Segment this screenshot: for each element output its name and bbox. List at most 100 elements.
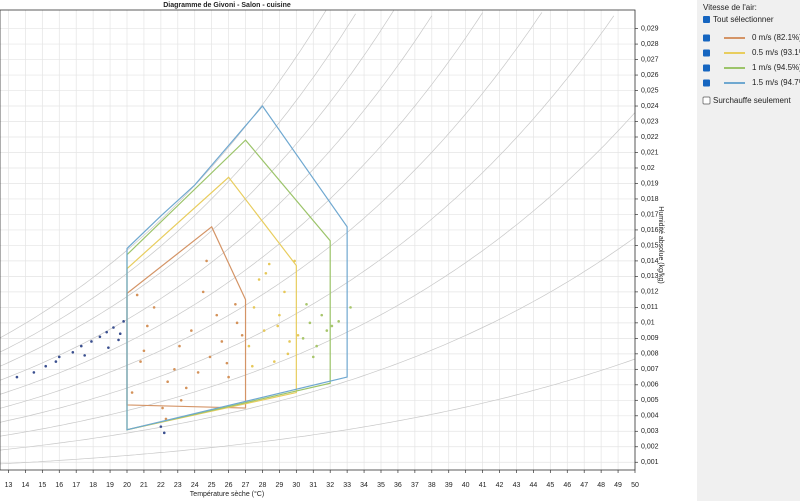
point [57, 355, 61, 359]
panel-heading: Vitesse de l'air: [703, 3, 757, 12]
point [190, 329, 193, 332]
side-panel [697, 0, 800, 501]
point [44, 364, 48, 368]
point [139, 360, 142, 363]
x-tick-label: 29 [276, 482, 284, 489]
point [276, 324, 280, 328]
point [117, 338, 120, 342]
x-tick-label: 33 [343, 482, 351, 489]
point [262, 329, 266, 332]
point [278, 313, 281, 317]
point [173, 368, 176, 371]
y-tick-label: 0,007 [641, 366, 659, 373]
x-tick-label: 37 [411, 482, 419, 489]
point [220, 340, 224, 343]
x-tick-label: 30 [292, 482, 300, 489]
y-tick-label: 0,025 [641, 87, 659, 94]
x-tick-label: 13 [5, 482, 13, 489]
x-tick-label: 31 [309, 482, 317, 489]
checkbox[interactable] [703, 49, 710, 57]
checkbox[interactable] [703, 79, 710, 87]
y-tick-label: 0,027 [641, 56, 659, 63]
point [267, 262, 271, 266]
checkbox[interactable] [703, 64, 710, 72]
point [215, 313, 219, 317]
y-tick-label: 0,006 [641, 382, 659, 389]
rh-curve [0, 237, 636, 451]
point [159, 425, 163, 428]
point [225, 361, 229, 365]
x-tick-label: 42 [496, 482, 504, 489]
x-tick-label: 47 [580, 482, 588, 489]
rh-curve [0, 13, 356, 353]
point [83, 354, 86, 357]
point [184, 386, 188, 390]
point [257, 278, 261, 281]
point [98, 335, 102, 339]
point [201, 290, 205, 294]
rh-curve [0, 12, 543, 409]
point [105, 330, 108, 334]
checkbox[interactable] [703, 16, 710, 23]
point [320, 313, 324, 317]
legend-label[interactable]: 0.5 m/s (93.1%) [752, 48, 800, 57]
x-tick-label: 41 [479, 482, 487, 489]
point [305, 302, 308, 306]
y-tick-label: 0,023 [641, 118, 659, 125]
checkbox[interactable] [702, 96, 711, 105]
point [235, 321, 239, 325]
legend-label[interactable]: 1.5 m/s (94.7%) [752, 78, 800, 87]
point [152, 306, 156, 309]
x-tick-label: 40 [462, 482, 470, 489]
point [164, 417, 168, 421]
point [142, 349, 146, 353]
y-tick-label: 0,02 [641, 165, 655, 172]
point [90, 340, 93, 343]
point [79, 344, 83, 348]
x-axis-label: Température sèche (°C) [190, 490, 264, 498]
y-tick-label: 0,014 [641, 258, 659, 265]
x-tick-label: 26 [225, 482, 233, 489]
y-tick-label: 0,013 [641, 273, 659, 280]
rh-curve [0, 358, 636, 465]
y-tick-label: 0,008 [641, 351, 659, 358]
y-tick-label: 0,022 [641, 134, 659, 141]
select-all[interactable]: Tout sélectionner [713, 15, 774, 24]
y-tick-label: 0,024 [641, 103, 659, 110]
x-tick-label: 36 [394, 482, 402, 489]
chart-title: Diagramme de Givoni - Salon - cuisine [163, 2, 291, 9]
x-tick-label: 24 [191, 482, 199, 489]
y-tick-label: 0,009 [641, 335, 659, 342]
point [166, 380, 169, 384]
point [240, 333, 244, 337]
y-tick-label: 0,028 [641, 41, 659, 48]
x-tick-label: 15 [38, 482, 46, 489]
x-tick-label: 16 [55, 482, 63, 489]
rh-curve [0, 15, 615, 423]
y-tick-label: 0,026 [641, 72, 659, 79]
overheat-only[interactable]: Surchauffe seulement [713, 96, 791, 105]
x-tick-label: 25 [208, 482, 216, 489]
point [325, 329, 329, 332]
rh-curve [0, 10, 394, 367]
point [135, 293, 139, 297]
x-tick-label: 46 [563, 482, 571, 489]
x-tick-label: 19 [106, 482, 114, 489]
y-tick-label: 0,005 [641, 397, 659, 404]
legend-label[interactable]: 0 m/s (82.1%) [752, 33, 800, 42]
x-tick-label: 23 [174, 482, 182, 489]
checkbox[interactable] [703, 34, 710, 42]
y-tick-label: 0,004 [641, 413, 659, 420]
y-tick-label: 0,021 [641, 149, 659, 156]
x-tick-label: 45 [546, 482, 554, 489]
y-axis-label: Humidité absolue (kg/kg) [657, 206, 664, 283]
x-tick-label: 28 [259, 482, 267, 489]
plot: 13 14 15 16 17 18 19 20 21 22 23 24 25 26 27 28 29 30 31 32… [0, 10, 659, 489]
comfort-zone [126, 105, 348, 431]
point [330, 324, 334, 328]
x-tick-label: 18 [89, 482, 97, 489]
point [308, 321, 312, 325]
legend-label[interactable]: 1 m/s (94.5%) [752, 63, 800, 72]
y-tick-label: 0,019 [641, 180, 659, 187]
